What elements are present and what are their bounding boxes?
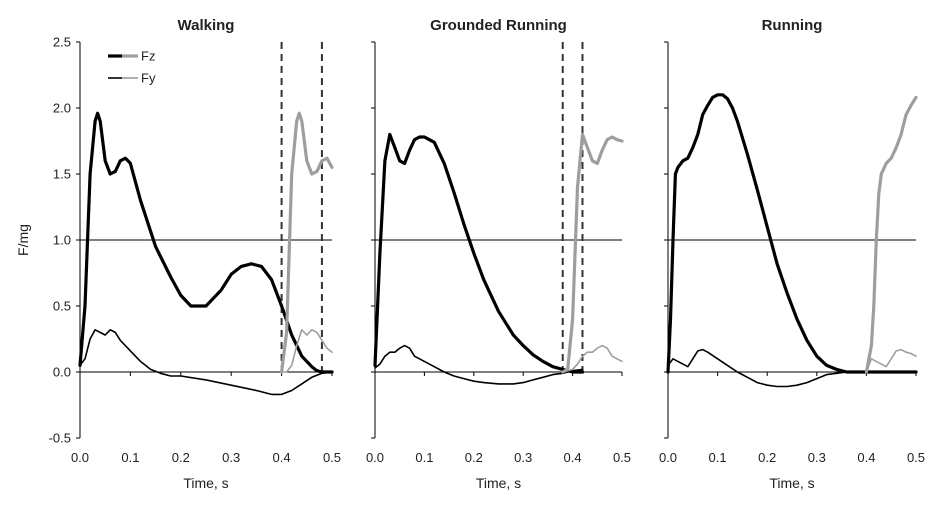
y-tick-label: -0.5 — [49, 431, 71, 446]
legend-label-fz: Fz — [141, 49, 155, 64]
y-tick-label: 1.0 — [53, 233, 71, 248]
y-tick-label: 0.0 — [53, 365, 71, 380]
panel-2: 0.0 0.1 0.2 0.3 0.4 0.5 Running Time, s — [659, 17, 925, 491]
series-fz-line — [666, 93, 918, 374]
x-tick-label: 0.3 — [222, 450, 240, 465]
x-tick-label: 0.0 — [366, 450, 384, 465]
panel-1: 0.0 0.1 0.2 0.3 0.4 0.5 Grounded Running Time, … — [366, 17, 631, 491]
x-tick-label: 0.2 — [172, 450, 190, 465]
x-tick-label: 0.5 — [323, 450, 341, 465]
x-tick-label: 0.5 — [907, 450, 925, 465]
x-tick-label: 0.5 — [613, 450, 631, 465]
x-tick-label: 0.0 — [71, 450, 89, 465]
series-fz-next-step-line — [864, 95, 918, 374]
y-tick-label: 0.5 — [53, 299, 71, 314]
series-fy-line — [374, 344, 584, 385]
x-tick-label: 0.3 — [808, 450, 826, 465]
x-tick-label: 0.4 — [273, 450, 291, 465]
legend-label-fy: Fy — [141, 71, 156, 86]
series-fy-line — [667, 348, 848, 388]
x-tick-label: 0.2 — [465, 450, 483, 465]
x-tick-label: 0.1 — [415, 450, 433, 465]
x-axis-label: Time, s — [476, 475, 521, 491]
series-fz-line — [373, 132, 585, 374]
x-tick-label: 0.2 — [758, 450, 776, 465]
y-tick-label: 1.5 — [53, 167, 71, 182]
panel-0: -0.50.00.51.01.52.02.50.0 0.1 0.2 0.3 0.4 0.5… — [49, 17, 341, 491]
series-fz-next-step-line — [561, 132, 624, 374]
series-fy-next-step-line — [561, 344, 623, 373]
x-tick-label: 0.4 — [564, 450, 582, 465]
x-tick-label: 0.4 — [857, 450, 875, 465]
panel-title: Running — [762, 17, 823, 34]
series-fy-next-step-line — [280, 328, 333, 373]
x-tick-label: 0.1 — [709, 450, 727, 465]
legend: Fz Fy — [108, 49, 156, 86]
x-axis-label: Time, s — [769, 475, 814, 491]
x-tick-label: 0.1 — [121, 450, 139, 465]
y-tick-label: 2.5 — [53, 35, 71, 50]
x-tick-label: 0.3 — [514, 450, 532, 465]
x-axis-label: Time, s — [183, 475, 228, 491]
panel-title: Walking — [178, 17, 235, 34]
series-fy-next-step-line — [865, 348, 917, 373]
series-fz-next-step-line — [280, 111, 334, 374]
x-tick-label: 0.0 — [659, 450, 677, 465]
series-fy-line — [79, 328, 333, 396]
y-tick-label: 2.0 — [53, 101, 71, 116]
panel-title: Grounded Running — [430, 17, 567, 34]
y-axis-label: F/mg — [15, 224, 31, 256]
series-fz-line — [78, 111, 334, 374]
